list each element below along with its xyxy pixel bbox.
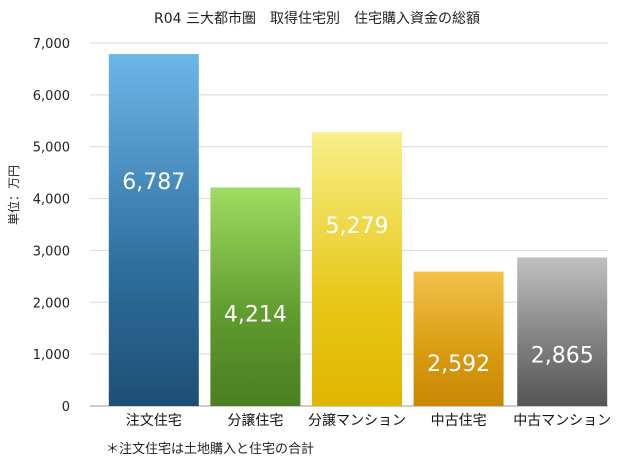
bars	[108, 54, 608, 407]
value-label: 5,279	[326, 214, 389, 239]
x-tick-label: 注文住宅	[126, 413, 182, 429]
value-label: 2,592	[427, 352, 490, 377]
y-tick-label: 2,000	[33, 296, 70, 311]
value-labels: 6,787 4,214 5,279 2,592 2,865	[122, 170, 593, 377]
bar	[210, 187, 301, 406]
value-label: 2,865	[531, 344, 594, 369]
x-tick-label: 分譲住宅	[227, 413, 283, 429]
y-tick-label: 3,000	[33, 244, 70, 259]
x-tick-labels: 注文住宅 分譲住宅 分譲マンション 中古住宅 中古マンション	[126, 413, 611, 429]
value-label: 4,214	[224, 303, 287, 328]
y-tick-label: 1,000	[33, 348, 70, 363]
bar	[413, 271, 504, 406]
y-tick-label: 6,000	[33, 89, 70, 104]
y-tick-label: 0	[62, 400, 70, 415]
footnote: ＊注文住宅は土地購入と住宅の合計	[106, 442, 315, 457]
bar	[312, 132, 402, 406]
bar	[517, 257, 608, 406]
y-tick-labels: 0 1,000 2,000 3,000 4,000 5,000 6,000 7,000	[33, 37, 70, 415]
y-tick-label: 7,000	[33, 37, 70, 52]
x-tick-label: 中古マンション	[513, 413, 611, 429]
y-tick-label: 4,000	[33, 193, 70, 208]
bar	[108, 54, 199, 407]
x-tick-label: 分譲マンション	[308, 413, 406, 429]
chart-title: R04 三大都市圏 取得住宅別 住宅購入資金の総額	[154, 11, 480, 27]
value-label: 6,787	[122, 170, 185, 195]
x-tick-label: 中古住宅	[431, 413, 487, 429]
y-tick-label: 5,000	[33, 141, 70, 156]
